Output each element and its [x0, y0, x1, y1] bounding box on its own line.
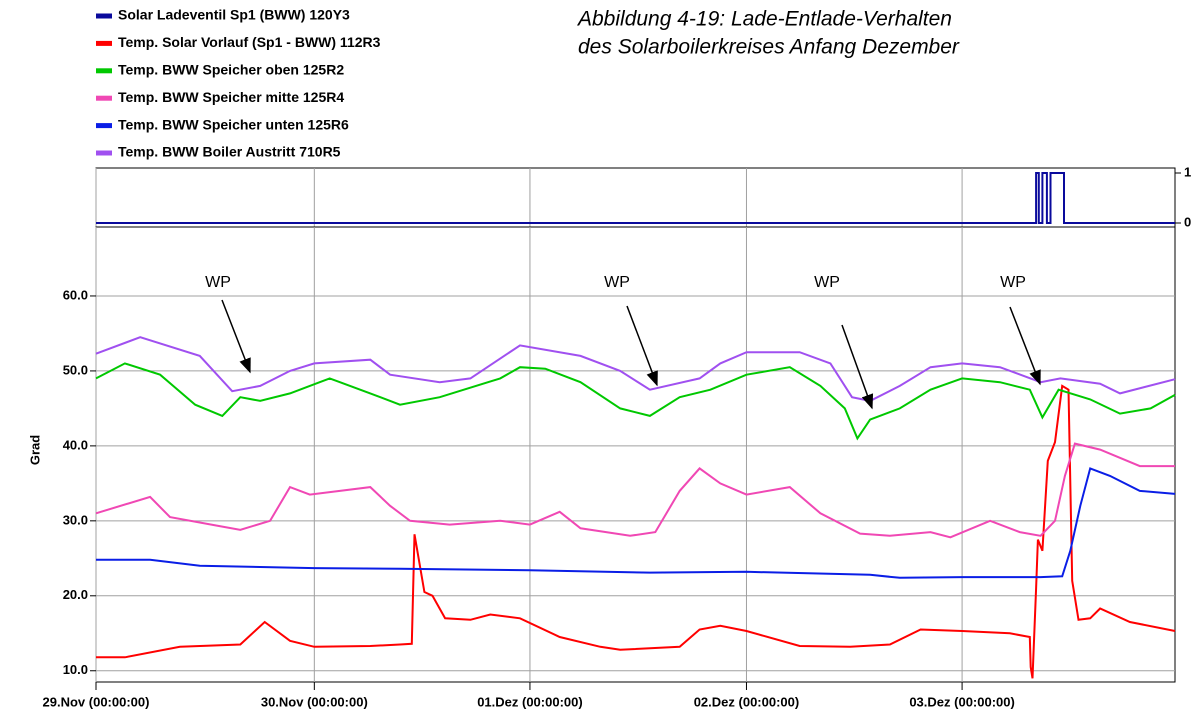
series-line	[95, 336, 1176, 402]
legend-label: Temp. Solar Vorlauf (Sp1 - BWW) 112R3	[118, 34, 381, 50]
legend-marker	[96, 150, 112, 156]
annotation-arrow	[841, 324, 874, 410]
chart-title: des Solarboilerkreises Anfang Dezember	[578, 36, 960, 59]
legend-marker	[96, 68, 112, 74]
annotation-arrow	[221, 299, 251, 374]
plot-frame	[95, 226, 1176, 683]
legend-label: Temp. BWW Speicher mitte 125R4	[118, 89, 344, 105]
x-tick-label: 01.Dez (00:00:00)	[477, 694, 583, 709]
y-tick-label: 20.0	[63, 587, 88, 602]
annotation: WP	[604, 274, 630, 291]
chart-title: Abbildung 4-19: Lade-Entlade-Verhalten	[576, 8, 952, 31]
annotation: WP	[814, 274, 840, 291]
legend-label: Temp. BWW Speicher unten 125R6	[118, 116, 349, 132]
y-tick-label: 0	[1184, 214, 1191, 229]
series-line	[96, 467, 1176, 579]
y-tick-label: 60.0	[63, 287, 88, 302]
annotation-arrow	[1009, 306, 1041, 386]
plot-frame	[95, 167, 1176, 228]
y-axis-label: Grad	[27, 435, 42, 465]
legend-marker	[96, 40, 112, 46]
legend-marker	[96, 95, 112, 101]
series-line	[95, 442, 1175, 539]
y-tick-label: 50.0	[63, 362, 88, 377]
x-tick-label: 29.Nov (00:00:00)	[43, 694, 150, 709]
x-tick-label: 02.Dez (00:00:00)	[694, 694, 800, 709]
x-tick-label: 30.Nov (00:00:00)	[261, 694, 368, 709]
series-line	[96, 172, 1175, 224]
series-line	[96, 384, 1176, 679]
y-tick-label: 40.0	[63, 437, 88, 452]
y-tick-label: 10.0	[63, 662, 88, 677]
annotation-arrow	[626, 305, 658, 387]
series-line	[95, 362, 1176, 441]
x-tick-label: 03.Dez (00:00:00)	[909, 694, 1015, 709]
legend-label: Solar Ladeventil Sp1 (BWW) 120Y3	[118, 7, 350, 23]
legend-label: Temp. BWW Boiler Austritt 710R5	[118, 144, 341, 160]
annotation: WP	[205, 274, 231, 291]
y-tick-label: 30.0	[63, 512, 88, 527]
legend-marker	[96, 123, 112, 129]
legend-marker	[96, 13, 112, 19]
annotation: WP	[1000, 274, 1026, 291]
legend-label: Temp. BWW Speicher oben 125R2	[118, 62, 344, 78]
y-tick-label: 1	[1184, 164, 1191, 179]
